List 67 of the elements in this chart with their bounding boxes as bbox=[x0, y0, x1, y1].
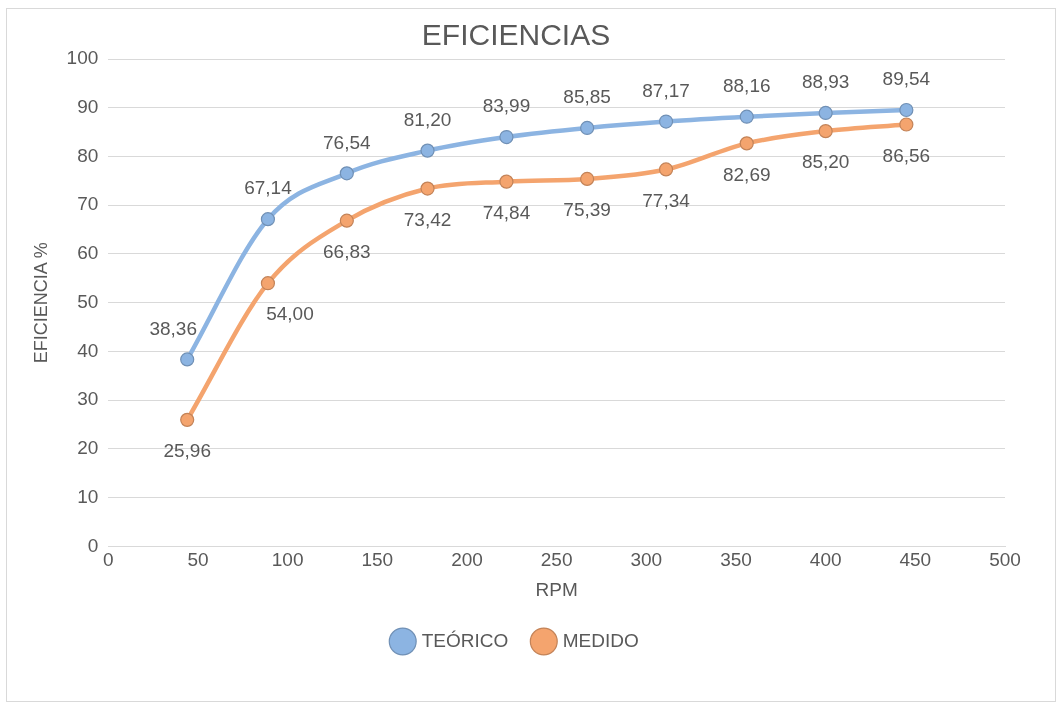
x-tick-label: 100 bbox=[271, 549, 304, 571]
data-label: 77,34 bbox=[642, 189, 691, 211]
data-label: 54,00 bbox=[266, 303, 314, 325]
point bbox=[658, 114, 674, 129]
y-tick-label: 50 bbox=[77, 290, 99, 312]
point bbox=[580, 120, 595, 136]
data-label: 76,54 bbox=[323, 131, 372, 153]
legend-label: TEÓRICO bbox=[421, 629, 509, 651]
data-label: 81,20 bbox=[403, 108, 452, 130]
data-label: 73,42 bbox=[403, 208, 452, 230]
x-tick-label: 300 bbox=[630, 549, 663, 571]
point bbox=[260, 276, 276, 291]
x-tick-label: 400 bbox=[809, 549, 842, 571]
y-tick-label: 10 bbox=[77, 485, 99, 507]
y-tick-label: 40 bbox=[77, 339, 99, 361]
y-axis-title: EFICIENCIA % bbox=[30, 242, 51, 364]
x-tick-label: 50 bbox=[187, 549, 209, 571]
point bbox=[818, 124, 833, 139]
y-tick-label: 60 bbox=[77, 242, 99, 264]
point bbox=[499, 129, 514, 145]
data-label: 89,54 bbox=[882, 68, 931, 90]
point bbox=[180, 352, 195, 367]
y-tick-label: 90 bbox=[77, 95, 99, 117]
x-axis-title: RPM bbox=[535, 578, 578, 600]
y-tick-label: 70 bbox=[77, 193, 99, 215]
data-label: 83,99 bbox=[482, 95, 531, 117]
point bbox=[658, 162, 674, 177]
y-tick-label: 30 bbox=[77, 388, 99, 410]
x-tick-label: 150 bbox=[361, 549, 394, 571]
x-tick-label: 0 bbox=[103, 549, 114, 571]
point bbox=[739, 136, 754, 151]
point bbox=[420, 143, 435, 158]
x-tick-label: 500 bbox=[989, 549, 1021, 571]
point bbox=[420, 181, 435, 196]
point bbox=[739, 109, 754, 124]
data-label: 85,20 bbox=[801, 151, 850, 173]
point bbox=[180, 412, 195, 427]
chart-title: EFICIENCIAS bbox=[421, 18, 611, 52]
legend-label: MEDIDO bbox=[562, 629, 639, 651]
point bbox=[818, 105, 833, 121]
x-tick-label: 200 bbox=[451, 549, 483, 571]
data-label: 87,17 bbox=[642, 79, 690, 101]
point bbox=[339, 166, 354, 181]
data-label: 67,14 bbox=[244, 177, 293, 199]
x-tick-label: 250 bbox=[540, 549, 573, 571]
point bbox=[899, 117, 914, 132]
point bbox=[580, 171, 595, 187]
y-tick-label: 80 bbox=[77, 144, 99, 166]
data-label: 82,69 bbox=[722, 163, 771, 185]
data-label: 88,16 bbox=[722, 74, 771, 96]
point bbox=[499, 174, 514, 189]
x-tick-label: 350 bbox=[720, 549, 752, 571]
point bbox=[260, 212, 276, 227]
y-tick-label: 0 bbox=[87, 534, 99, 556]
x-tick-label: 450 bbox=[899, 549, 932, 571]
data-label: 85,85 bbox=[563, 86, 611, 108]
y-tick-label: 100 bbox=[66, 47, 99, 69]
point bbox=[339, 213, 354, 228]
data-label: 86,56 bbox=[882, 144, 931, 166]
data-label: 38,36 bbox=[149, 317, 197, 339]
data-label: 74,84 bbox=[482, 201, 531, 223]
y-tick-label: 20 bbox=[77, 437, 99, 459]
point bbox=[899, 102, 914, 118]
data-label: 75,39 bbox=[563, 199, 611, 221]
data-label: 25,96 bbox=[163, 440, 211, 462]
data-label: 66,83 bbox=[323, 240, 371, 262]
data-label: 88,93 bbox=[801, 71, 850, 93]
